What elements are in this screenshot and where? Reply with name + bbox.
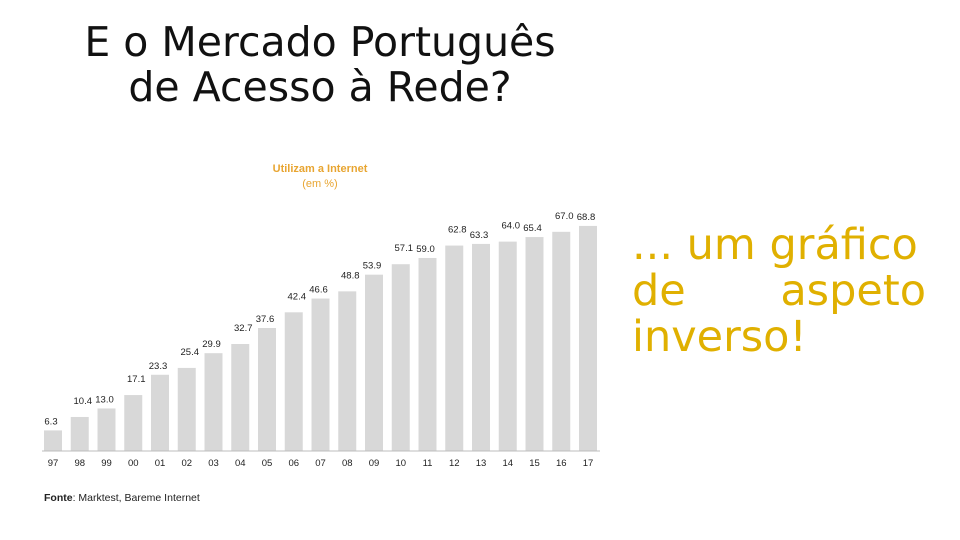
- bar-01: [151, 374, 169, 451]
- internet-usage-bar-chart: Utilizam a Internet (em %) 6.3 10.4 13.0 17…: [42, 163, 600, 469]
- x-tick-03: 03: [208, 458, 219, 469]
- bar-17: [579, 225, 597, 451]
- page-title: E o Mercado Português de Acesso à Rede?: [40, 20, 600, 110]
- value-label-group: 6.310.4 13.017.123.325.429.932.737.642.44…: [44, 211, 595, 428]
- bar-14: [498, 241, 517, 451]
- x-tick-04: 04: [235, 458, 246, 469]
- value-label-10: 57.1: [395, 243, 414, 254]
- value-label-14: 64.0: [502, 221, 521, 232]
- value-label-01: 23.3: [149, 361, 168, 372]
- x-tick-99: 99: [101, 458, 112, 469]
- x-tick-11: 11: [423, 458, 433, 469]
- bar-08: [338, 291, 357, 451]
- x-tick-07: 07: [315, 458, 326, 469]
- bar-06: [284, 312, 303, 451]
- x-tick-12: 12: [449, 458, 460, 469]
- bar-04: [231, 344, 250, 451]
- bar-group: [44, 225, 597, 451]
- x-tick-17: 17: [583, 458, 594, 469]
- value-label-15: 65.4: [523, 223, 542, 234]
- value-label-99: 13.0: [95, 394, 114, 405]
- value-label-09: 53.9: [363, 261, 382, 272]
- bar-97: [44, 430, 62, 451]
- value-label-03: 29.9: [202, 339, 221, 350]
- bar-03: [204, 353, 223, 451]
- source-note: Fonte: Marktest, Bareme Internet: [44, 492, 200, 504]
- bar-09: [365, 274, 383, 451]
- x-tick-00: 00: [128, 458, 139, 469]
- value-label-06: 42.4: [288, 291, 307, 302]
- x-tick-06: 06: [288, 458, 299, 469]
- value-label-16: 67.0: [555, 211, 574, 222]
- x-tick-02: 02: [181, 458, 192, 469]
- bar-07: [311, 298, 330, 451]
- value-label-07: 46.6: [309, 285, 328, 296]
- value-label-97: 6.3: [44, 416, 57, 427]
- side-remark-word-aspeto: aspeto: [780, 266, 926, 316]
- x-tick-05: 05: [262, 458, 273, 469]
- bar-12: [445, 245, 464, 451]
- side-remark-word-de: de: [632, 266, 686, 316]
- source-text: : Marktest, Bareme Internet: [72, 492, 200, 504]
- bar-05: [258, 327, 276, 451]
- x-tick-09: 09: [369, 458, 380, 469]
- chart-subtitle: (em %): [302, 178, 337, 190]
- side-remark-line-3: inverso!: [632, 312, 807, 362]
- bar-13: [472, 243, 490, 451]
- bar-02: [177, 367, 196, 451]
- x-tick-13: 13: [476, 458, 487, 469]
- x-tick-14: 14: [502, 458, 513, 469]
- value-label-11: 59.0: [416, 244, 435, 255]
- side-remark-line-1: ... um gráfico: [632, 220, 918, 270]
- value-label-00: 17.1: [127, 374, 146, 385]
- side-remark: ... um gráfico de aspeto inverso!: [632, 222, 926, 360]
- bar-16: [552, 231, 571, 451]
- x-tick-08: 08: [342, 458, 353, 469]
- value-label-98: 10.4: [74, 396, 93, 407]
- bar-10: [391, 264, 410, 451]
- bar-99: [97, 408, 116, 451]
- bar-15: [525, 237, 544, 451]
- value-label-05: 37.6: [256, 314, 275, 325]
- x-tick-98: 98: [74, 458, 85, 469]
- chart-title: Utilizam a Internet: [273, 163, 368, 175]
- title-line-1: E o Mercado Português: [84, 18, 556, 66]
- x-tick-10: 10: [395, 458, 406, 469]
- bar-00: [124, 395, 143, 451]
- side-remark-line-2: de aspeto: [632, 268, 926, 314]
- value-label-17: 68.8: [577, 212, 596, 223]
- value-label-13: 63.3: [470, 230, 489, 241]
- title-line-2: de Acesso à Rede?: [128, 63, 512, 111]
- value-label-02: 25.4: [181, 347, 200, 358]
- value-label-04: 32.7: [234, 323, 253, 334]
- bar-98: [70, 416, 89, 451]
- x-tick-group: 97 98 99 00 01 02 03 04 05 06 07 08 09 10 11 12 13 14 15 16…: [48, 458, 594, 469]
- x-tick-97: 97: [48, 458, 59, 469]
- value-label-08: 48.8: [341, 270, 360, 281]
- x-tick-16: 16: [556, 458, 567, 469]
- bar-11: [418, 257, 437, 451]
- x-tick-15: 15: [529, 458, 540, 469]
- value-label-12: 62.8: [448, 225, 467, 236]
- source-label: Fonte: [44, 492, 73, 504]
- x-tick-01: 01: [155, 458, 166, 469]
